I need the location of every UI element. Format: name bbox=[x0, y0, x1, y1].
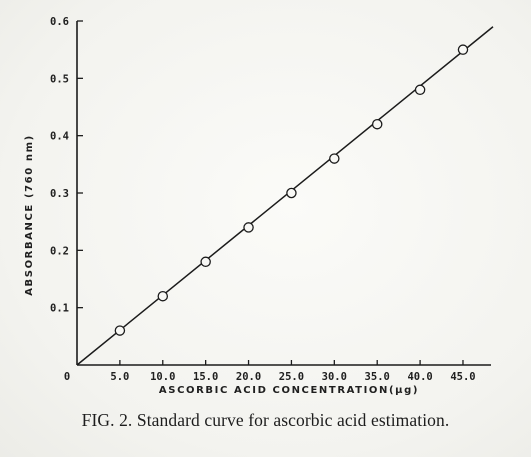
x-tick-label: 40.0 bbox=[407, 371, 432, 383]
data-point bbox=[286, 187, 297, 199]
x-tick-label: 5.0 bbox=[110, 371, 129, 383]
fit-line bbox=[76, 26, 494, 366]
fit-line-group bbox=[76, 26, 494, 366]
x-tick-label: 15.0 bbox=[193, 371, 218, 383]
x-tick-label: 20.0 bbox=[236, 371, 261, 383]
x-axis-title: ASCORBIC ACID CONCENTRATION(μg) bbox=[159, 385, 419, 396]
data-point bbox=[414, 84, 426, 96]
figure-caption: FIG. 2. Standard curve for ascorbic acid… bbox=[81, 410, 450, 430]
y-tick-label: 0.2 bbox=[50, 245, 69, 257]
data-point bbox=[114, 325, 126, 336]
data-point bbox=[371, 118, 383, 130]
data-point bbox=[243, 222, 254, 233]
origin-label: 0 bbox=[64, 371, 70, 383]
y-tick-label: 0.4 bbox=[50, 131, 69, 143]
y-tick-label: 0.1 bbox=[50, 303, 69, 315]
data-point bbox=[200, 256, 211, 268]
axes bbox=[76, 21, 491, 366]
y-tick-label: 0.6 bbox=[50, 16, 69, 28]
axis-ticks: 0.1 0.2 0.3 0.4 0.5 0.6 5.0 10.0 15.0 20.0 25.0 30.… bbox=[50, 16, 476, 383]
x-tick-label: 35.0 bbox=[365, 371, 390, 383]
data-point bbox=[457, 44, 469, 55]
y-tick-label: 0.5 bbox=[50, 73, 69, 85]
x-tick-label: 10.0 bbox=[150, 371, 175, 383]
data-point bbox=[157, 290, 169, 302]
data-point bbox=[329, 153, 340, 164]
x-tick-label: 25.0 bbox=[279, 371, 304, 383]
y-axis-title: ABSORBANCE (760 nm) bbox=[24, 134, 35, 296]
data-points bbox=[114, 44, 469, 336]
x-tick-label: 30.0 bbox=[322, 371, 347, 383]
y-tick-label: 0.3 bbox=[50, 188, 69, 200]
standard-curve-chart: 0.1 0.2 0.3 0.4 0.5 0.6 5.0 10.0 15.0 20.0 25.0 30.… bbox=[24, 16, 494, 396]
x-tick-label: 45.0 bbox=[450, 371, 475, 383]
